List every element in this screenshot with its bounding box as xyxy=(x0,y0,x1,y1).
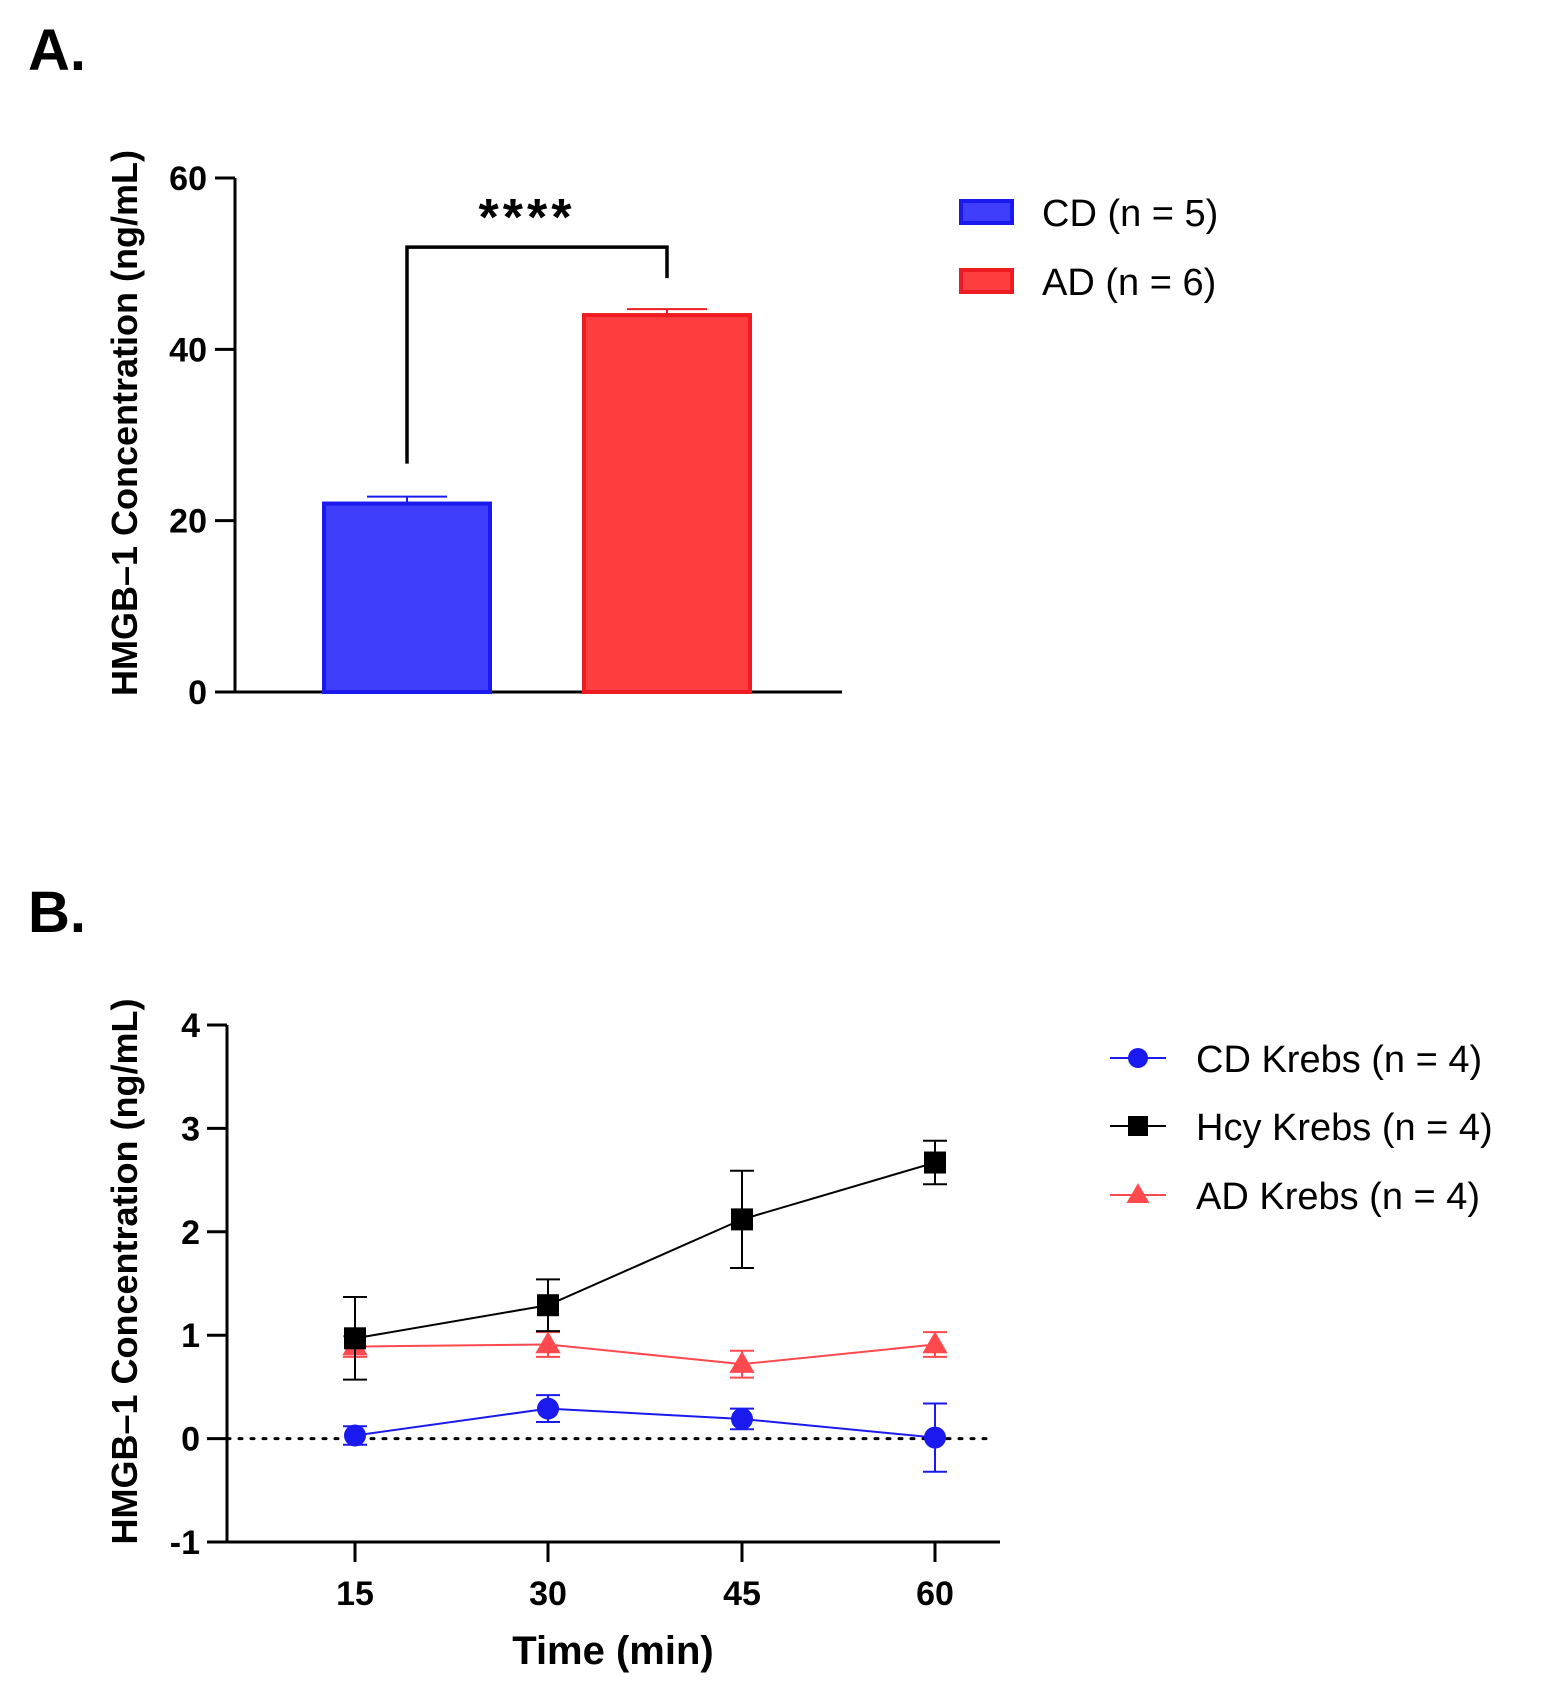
legend-label-cd: CD (n = 5) xyxy=(1042,193,1218,235)
y-tick-label: -1 xyxy=(170,1524,200,1562)
data-point xyxy=(731,1407,753,1430)
bar-ad xyxy=(582,313,752,694)
data-point xyxy=(344,1327,366,1350)
x-tick-label: 60 xyxy=(916,1575,954,1613)
legend-label-cd: CD Krebs (n = 4) xyxy=(1196,1039,1482,1081)
legend-marker-hcy xyxy=(1128,1116,1148,1136)
y-tick-label: 3 xyxy=(181,1110,200,1148)
x-tick-label: 30 xyxy=(529,1575,567,1613)
line-chart-panel-b: -1 0 1 2 3 4 15 30 45 60 Time (min) HMGB–1 Concentr… xyxy=(104,999,1493,1674)
legend-label-ad: AD Krebs (n = 4) xyxy=(1196,1176,1480,1218)
series-cd xyxy=(343,1394,947,1473)
series-ad xyxy=(342,1331,948,1379)
data-point xyxy=(537,1397,559,1420)
data-point xyxy=(535,1331,561,1354)
data-point xyxy=(344,1424,366,1447)
data-point xyxy=(729,1351,755,1373)
legend-marker-cd xyxy=(1128,1048,1148,1068)
y-tick-label: 0 xyxy=(181,1421,200,1459)
series-hcy xyxy=(343,1139,947,1381)
legend-label-hcy: Hcy Krebs (n = 4) xyxy=(1196,1107,1493,1149)
significance-bracket xyxy=(405,245,669,464)
panel-a-label: A. xyxy=(28,18,86,83)
bar-chart-panel-a: 0 20 40 60 HMGB–1 Concentration (ng/mL) **** C… xyxy=(104,150,1218,712)
legend-swatch-ad xyxy=(959,268,1014,294)
legend-label-ad: AD (n = 6) xyxy=(1042,262,1216,304)
data-point xyxy=(537,1294,559,1317)
y-tick-label: 1 xyxy=(181,1317,200,1355)
data-point xyxy=(731,1208,753,1231)
data-point xyxy=(924,1151,946,1174)
data-point xyxy=(924,1426,946,1449)
y-tick-label: 60 xyxy=(169,160,207,198)
y-tick-label: 2 xyxy=(181,1214,200,1252)
y-axis-label: HMGB–1 Concentration (ng/mL) xyxy=(104,150,145,696)
legend-marker-ad xyxy=(1126,1183,1150,1203)
series-line xyxy=(354,1161,936,1340)
panel-b-label: B. xyxy=(28,880,86,945)
y-tick-label: 40 xyxy=(169,331,207,369)
series-line xyxy=(354,1407,936,1439)
series-line xyxy=(354,1343,936,1366)
bar-cd xyxy=(322,501,492,694)
data-point xyxy=(922,1331,948,1354)
x-tick-label: 15 xyxy=(336,1575,374,1613)
x-axis-label: Time (min) xyxy=(512,1629,714,1673)
y-tick-label: 0 xyxy=(188,674,207,712)
y-tick-label: 20 xyxy=(169,503,207,541)
x-tick-label: 45 xyxy=(723,1575,761,1613)
y-axis-label: HMGB–1 Concentration (ng/mL) xyxy=(104,999,145,1545)
y-tick-label: 4 xyxy=(181,1007,200,1045)
legend-swatch-cd xyxy=(959,199,1014,225)
significance-label: **** xyxy=(479,189,576,247)
